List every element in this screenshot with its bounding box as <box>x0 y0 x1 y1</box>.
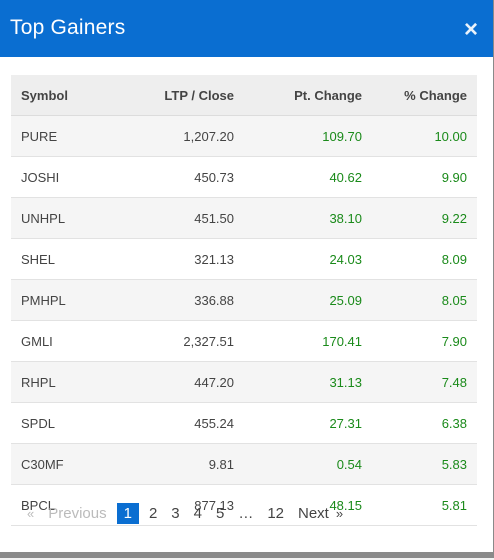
modal-header: Top Gainers × <box>0 0 493 57</box>
table-row[interactable]: SHEL 321.13 24.03 8.09 <box>11 238 477 280</box>
table-row[interactable]: PURE 1,207.20 109.70 10.00 <box>11 115 477 157</box>
pct-change-cell: 9.22 <box>363 197 477 239</box>
symbol-cell[interactable]: PURE <box>11 115 106 157</box>
pct-change-cell: 8.05 <box>363 279 477 321</box>
pt-change-cell: 109.70 <box>235 115 363 157</box>
symbol-cell[interactable]: C30MF <box>11 443 106 485</box>
ltp-cell: 455.24 <box>106 402 235 444</box>
table-row[interactable]: JOSHI 450.73 40.62 9.90 <box>11 156 477 198</box>
symbol-cell[interactable]: SHEL <box>11 238 106 280</box>
column-header-pct-change[interactable]: % Change <box>363 75 477 116</box>
table-row[interactable]: SPDL 455.24 27.31 6.38 <box>11 402 477 444</box>
table-row[interactable]: GMLI 2,327.51 170.41 7.90 <box>11 320 477 362</box>
pt-change-cell: 170.41 <box>235 320 363 362</box>
symbol-cell[interactable]: PMHPL <box>11 279 106 321</box>
page-button-12[interactable]: 12 <box>267 505 284 522</box>
previous-page-button: Previous <box>48 505 107 522</box>
column-header-ltp[interactable]: LTP / Close <box>106 75 235 116</box>
pct-change-cell: 8.09 <box>363 238 477 280</box>
symbol-cell[interactable]: UNHPL <box>11 197 106 239</box>
symbol-cell[interactable]: SPDL <box>11 402 106 444</box>
ltp-cell: 336.88 <box>106 279 235 321</box>
pt-change-cell: 38.10 <box>235 197 363 239</box>
pct-change-cell: 5.83 <box>363 443 477 485</box>
pt-change-cell: 48.15 <box>235 484 363 526</box>
pt-change-cell: 0.54 <box>235 443 363 485</box>
pct-change-cell: 7.90 <box>363 320 477 362</box>
table-row[interactable]: BPCL 877.13 48.15 5.81 <box>11 484 477 526</box>
symbol-cell[interactable]: JOSHI <box>11 156 106 198</box>
pt-change-cell: 40.62 <box>235 156 363 198</box>
pt-change-cell: 24.03 <box>235 238 363 280</box>
next-page-button[interactable]: Next <box>298 505 329 522</box>
pct-change-cell: 9.90 <box>363 156 477 198</box>
pt-change-cell: 27.31 <box>235 402 363 444</box>
ltp-cell: 450.73 <box>106 156 235 198</box>
column-header-pt-change[interactable]: Pt. Change <box>235 75 363 116</box>
ltp-cell: 2,327.51 <box>106 320 235 362</box>
column-header-symbol[interactable]: Symbol <box>11 75 106 116</box>
ltp-cell: 9.81 <box>106 443 235 485</box>
close-icon[interactable]: × <box>463 15 478 43</box>
modal-title: Top Gainers <box>10 15 126 39</box>
table-row[interactable]: RHPL 447.20 31.13 7.48 <box>11 361 477 403</box>
pct-change-cell: 10.00 <box>363 115 477 157</box>
table-row[interactable]: PMHPL 336.88 25.09 8.05 <box>11 279 477 321</box>
pt-change-cell: 25.09 <box>235 279 363 321</box>
page-button-1[interactable]: 1 <box>116 503 139 524</box>
page-button-5[interactable]: 5 <box>215 505 225 522</box>
ltp-cell: 1,207.20 <box>106 115 235 157</box>
pct-change-cell: 5.81 <box>363 484 477 526</box>
ltp-cell: 451.50 <box>106 197 235 239</box>
page-button-4[interactable]: 4 <box>193 505 202 522</box>
pt-change-cell: 31.13 <box>235 361 363 403</box>
table-header-row: Symbol LTP / Close Pt. Change % Change <box>11 75 477 116</box>
pagination: « Previous 1 2 3 4 5 … 12 Next » <box>20 503 350 524</box>
last-page-arrow[interactable]: » <box>335 506 344 521</box>
symbol-cell[interactable]: RHPL <box>11 361 106 403</box>
page-button-3[interactable]: 3 <box>171 505 180 522</box>
pct-change-cell: 7.48 <box>363 361 477 403</box>
table-row[interactable]: C30MF 9.81 0.54 5.83 <box>11 443 477 485</box>
page-ellipsis: … <box>238 505 254 522</box>
pct-change-cell: 6.38 <box>363 402 477 444</box>
gainers-table: Symbol LTP / Close Pt. Change % Change P… <box>11 75 477 526</box>
first-page-arrow: « <box>27 506 35 521</box>
page-button-2[interactable]: 2 <box>148 505 158 522</box>
table-row[interactable]: UNHPL 451.50 38.10 9.22 <box>11 197 477 239</box>
symbol-cell[interactable]: BPCL <box>11 484 106 526</box>
ltp-cell: 321.13 <box>106 238 235 280</box>
ltp-cell: 447.20 <box>106 361 235 403</box>
symbol-cell[interactable]: GMLI <box>11 320 106 362</box>
